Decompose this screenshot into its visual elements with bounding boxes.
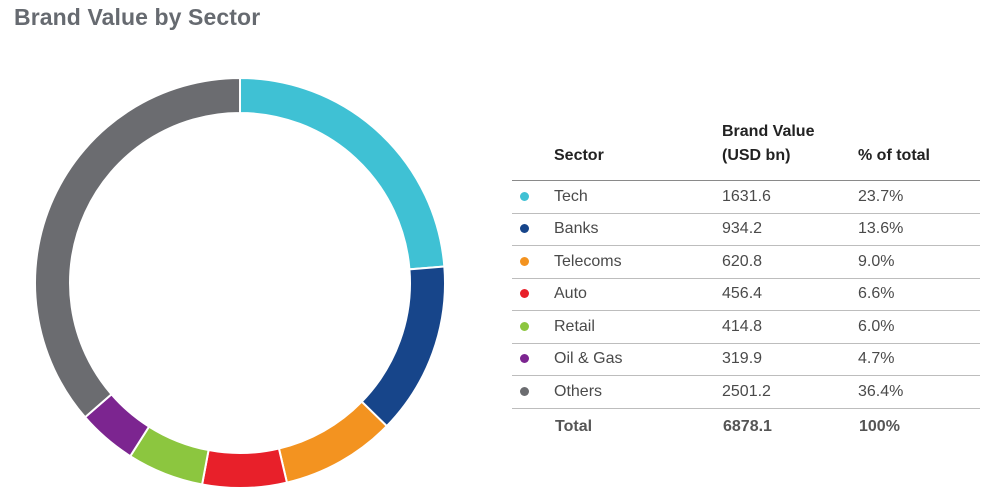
sector-percent: 13.6% <box>858 220 904 238</box>
total-label: Total <box>555 417 593 435</box>
legend-marker-cell <box>512 343 554 376</box>
legend-dot <box>520 256 529 266</box>
table-row: Telecoms 620.8 9.0% <box>512 246 980 279</box>
sector-percent: 36.4% <box>858 382 904 400</box>
donut-slice-banks <box>360 265 446 428</box>
donut-chart <box>34 76 446 489</box>
legend-marker-cell <box>512 181 554 214</box>
header-value-line1: Brand Value <box>722 123 815 140</box>
sector-percent: 4.7% <box>858 350 895 368</box>
legend-marker-cell <box>512 376 554 409</box>
sector-value: 319.9 <box>722 350 763 368</box>
sector-name: Auto <box>554 285 587 303</box>
sector-name: Tech <box>554 187 588 205</box>
sector-percent: 9.0% <box>858 252 895 270</box>
legend-dot <box>520 354 529 364</box>
sector-name: Retail <box>554 317 595 335</box>
donut-slice-others <box>34 76 241 419</box>
table-header-row: Sector Brand Value (USD bn) % of total <box>512 120 980 181</box>
total-percent: 100% <box>859 417 900 435</box>
table-row: Others 2501.2 36.4% <box>512 376 980 409</box>
sector-value: 934.2 <box>722 220 763 238</box>
legend-dot <box>520 289 529 299</box>
legend-marker-cell <box>512 278 554 311</box>
table-row: Oil & Gas 319.9 4.7% <box>512 343 980 376</box>
legend-marker-cell <box>512 213 554 246</box>
header-percent: % of total <box>858 147 930 164</box>
sector-name: Telecoms <box>554 252 622 270</box>
header-value: Brand Value (USD bn) <box>722 120 858 181</box>
table-row: Retail 414.8 6.0% <box>512 311 980 344</box>
sector-value: 620.8 <box>722 252 763 270</box>
chart-title: Brand Value by Sector <box>14 4 261 30</box>
sector-value: 414.8 <box>722 317 763 335</box>
sector-name: Banks <box>554 220 599 238</box>
donut-slice-auto <box>200 447 289 489</box>
legend-dot <box>520 386 529 396</box>
sector-value: 2501.2 <box>722 382 771 400</box>
sector-value: 456.4 <box>722 285 763 303</box>
legend-dot <box>520 321 529 331</box>
total-marker-cell <box>512 408 554 440</box>
table-row: Auto 456.4 6.6% <box>512 278 980 311</box>
legend-marker-cell <box>512 246 554 279</box>
sector-percent: 6.0% <box>858 317 895 335</box>
legend-dot <box>520 224 529 234</box>
total-row: Total 6878.1 100% <box>512 408 980 440</box>
sector-percent: 23.7% <box>858 187 904 205</box>
sector-name: Others <box>554 382 603 400</box>
donut-slice-tech <box>239 76 446 271</box>
donut-slice-telecoms <box>277 400 389 484</box>
sector-name: Oil & Gas <box>554 350 623 368</box>
header-value-line2: (USD bn) <box>722 147 791 164</box>
header-sector: Sector <box>554 147 604 164</box>
table-body: Tech 1631.6 23.7% Banks 934.2 13.6% Telecoms 62… <box>512 181 980 409</box>
sector-value: 1631.6 <box>722 187 771 205</box>
sector-table: Sector Brand Value (USD bn) % of total T… <box>512 120 980 440</box>
legend-table: Sector Brand Value (USD bn) % of total T… <box>512 120 980 440</box>
legend-dot <box>520 191 529 201</box>
table-row: Tech 1631.6 23.7% <box>512 181 980 214</box>
header-marker-cell <box>512 120 554 181</box>
sector-percent: 6.6% <box>858 285 895 303</box>
total-value: 6878.1 <box>723 417 772 435</box>
table-row: Banks 934.2 13.6% <box>512 213 980 246</box>
legend-marker-cell <box>512 311 554 344</box>
